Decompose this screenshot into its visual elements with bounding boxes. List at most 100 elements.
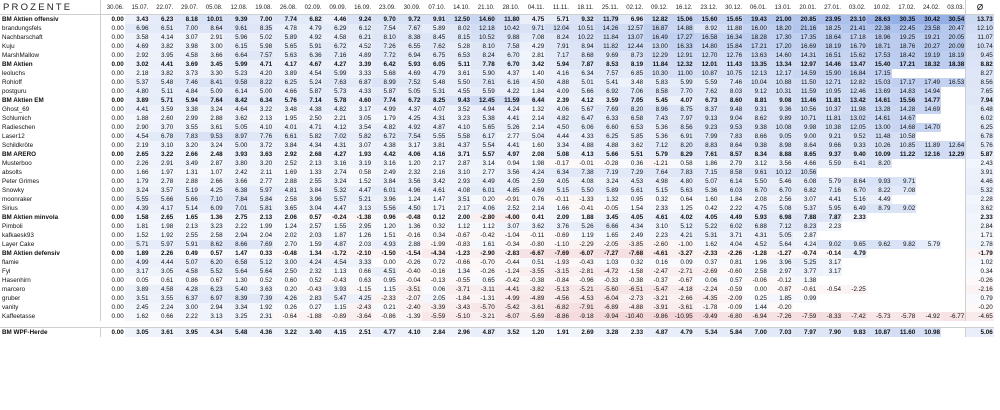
heat-cell: 4.10 [248,123,274,132]
heat-cell: 4.44 [149,258,175,267]
row-average-cell: -0.20 [965,303,994,312]
heat-cell: 5.90 [471,69,496,78]
heat-cell: 4.47 [347,186,373,195]
heat-cell: 1.15 [372,285,397,294]
heat-cell: 7.15 [693,168,719,177]
heat-cell [842,258,867,267]
heat-cell: 17.21 [743,42,768,51]
heat-cell: 8.37 [693,105,719,114]
heat-cell: 6.61 [273,132,298,141]
row-label: Hasenhirn [0,276,101,285]
heat-cell: 1.86 [693,159,719,168]
heat-cell: 3.51 [446,195,472,204]
heat-cell: 5.55 [421,132,447,141]
table-row: Kaffeetasse 0.00 1.62 0.66 2.22 3.13 3.25 2.31-… [0,312,994,321]
heat-cell: -5.60 [594,285,620,294]
heat-cell: 4.69 [396,69,422,78]
heat-cell: 3.07 [174,33,199,42]
heat-cell: 1.62 [693,240,719,249]
heat-cell: 9.53 [718,123,744,132]
heat-cell: 5.68 [372,69,397,78]
heat-cell: 3.57 [149,186,175,195]
heat-cell: 6.88 [743,222,768,231]
heat-cell: 0.58 [347,168,373,177]
heat-cell: 4.58 [322,33,348,42]
heat-cell: 4.97 [495,150,521,159]
column-date-label: 20.01. [792,0,818,15]
heat-cell: 4.05 [545,177,570,186]
table-row: Musterboo 0.00 2.26 2.91 3.49 2.87 3.80 3.20 2.5… [0,159,994,168]
heat-cell: 4.89 [347,51,373,60]
heat-cell: 9.02 [817,240,843,249]
heat-cell: 5.12 [248,258,274,267]
heat-cell: -2.66 [668,294,694,303]
row-average-cell: 13.73 [965,14,994,24]
heat-cell: 0.51 [520,258,546,267]
heat-cell: 23.10 [842,14,867,24]
heat-cell: 7.83 [718,132,744,141]
heat-cell: 8.58 [644,87,669,96]
heat-cell [916,303,941,312]
heat-cell: 5.99 [668,78,694,87]
heat-cell: 3.93 [322,285,348,294]
heat-cell: 16.69 [792,42,818,51]
heat-cell: 9.65 [842,240,867,249]
heat-cell: -6.82 [545,303,570,312]
heat-cell: 2.59 [520,177,546,186]
heat-cell: 1.12 [471,222,496,231]
heat-cell: 13.42 [842,96,867,105]
heat-cell: 9.00 [792,132,818,141]
heat-cell [867,285,892,294]
row-average-cell: 6.02 [965,114,994,123]
heat-cell: 2.26 [149,249,175,258]
table-row: BM WPF-Herde 0.00 3.05 3.61 3.95 4.34 5.48 4.36… [0,327,994,337]
heat-cell: -0.12 [767,276,793,285]
heat-cell: 4.80 [124,87,150,96]
heat-cell: 6.70 [495,51,521,60]
heat-cell: 0.00 [100,204,125,213]
heat-cell: 4.33 [569,132,595,141]
heat-cell: 4.66 [273,87,298,96]
heat-cell: 10.26 [866,141,892,150]
heat-cell: 1.66 [545,204,570,213]
heat-cell: 4.04 [718,240,744,249]
heat-cell: 5.94 [545,60,570,69]
heat-cell: 1.84 [718,195,744,204]
heat-cell: 0.00 [100,141,125,150]
heat-cell: 6.91 [668,132,694,141]
heat-cell: 5.50 [743,177,768,186]
heat-cell: 0.20 [471,195,496,204]
heat-cell: 4.10 [446,123,472,132]
heat-cell: 5.48 [421,78,447,87]
heat-cell: -10.40 [619,312,645,321]
heat-cell [941,204,966,213]
heat-cell: 0.00 [100,105,125,114]
heat-cell: 7.54 [372,24,397,33]
heat-cell: 6.25 [273,78,298,87]
heat-cell: -0.11 [545,195,570,204]
heat-cell: 6.96 [124,24,150,33]
heat-cell: 9.13 [693,114,719,123]
heat-cell: 2.31 [248,312,274,321]
chart-title: PROZENTE [0,0,101,15]
average-column-label: Ø [965,0,994,15]
heat-cell: -0.04 [396,276,422,285]
heat-cell: 7.05 [619,96,645,105]
heat-cell: 2.95 [347,222,373,231]
heat-cell: 8.34 [743,150,768,159]
row-average-cell: 2.78 [965,240,994,249]
heat-cell: 0.81 [718,258,744,267]
heat-cell: 7.70 [668,87,694,96]
heat-cell: 8.65 [792,150,818,159]
heat-cell: 4.93 [372,240,397,249]
heat-cell [892,159,917,168]
heat-cell: 5.36 [644,132,669,141]
heat-cell: 4.99 [372,105,397,114]
heat-cell [916,132,941,141]
heat-cell [941,159,966,168]
column-date-label: 21.10. [471,0,496,15]
row-label: Peter Grimes [0,177,101,186]
heat-cell: -2.40 [396,303,422,312]
heat-cell: 2.14 [520,123,546,132]
row-label: BM Aktien [0,60,101,69]
